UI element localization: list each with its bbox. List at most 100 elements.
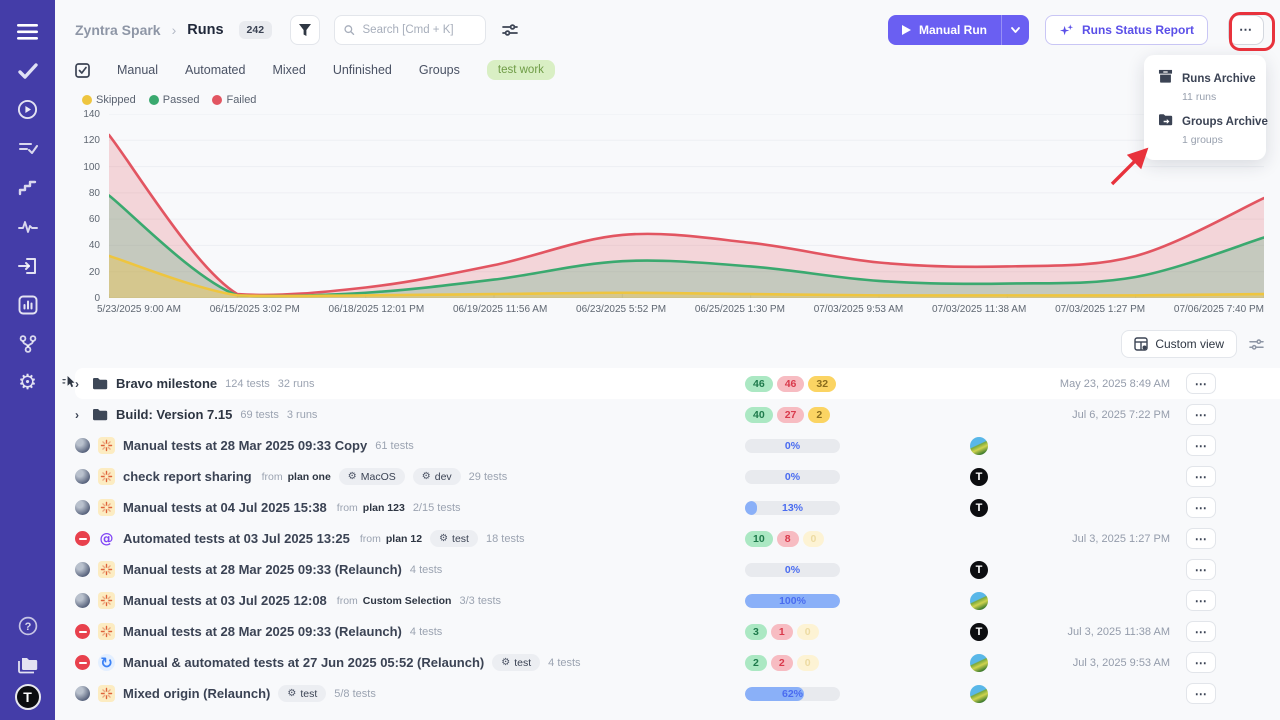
runs-icon[interactable] [8, 90, 48, 129]
progress-bar: 100% [745, 593, 840, 608]
pin-cursor-icon [62, 375, 75, 394]
steps-icon[interactable] [8, 168, 48, 207]
assignee-avatar[interactable] [970, 653, 988, 672]
row-menu-button[interactable]: ⋯ [1186, 590, 1216, 611]
menu-icon[interactable] [8, 12, 48, 51]
table-row[interactable]: Mixed origin (Relaunch) ⚙ test 5/8 tests 62%… [75, 678, 1264, 709]
menu-cell: ⋯ [1182, 528, 1216, 549]
tag-test[interactable]: ⚙ test [278, 685, 327, 702]
table-row[interactable]: › Build: Version 7.15 69 tests 3 runs 40 27 2 J… [75, 399, 1264, 430]
analytics-icon[interactable] [8, 285, 48, 324]
manual-run-button[interactable]: Manual Run [887, 15, 1029, 45]
expand-chevron-icon[interactable]: › [75, 407, 79, 422]
tag-macos[interactable]: ⚙ MacOS [338, 468, 405, 485]
y-tick-label: 80 [88, 187, 100, 199]
search-input[interactable] [360, 23, 477, 37]
expand-chevron-icon[interactable]: › [75, 376, 79, 391]
manual-run-dropdown-button[interactable] [1000, 15, 1029, 45]
table-row[interactable]: › Bravo milestone 124 tests 32 runs 46 46 32 Ma… [62, 368, 1280, 399]
view-settings-icon[interactable] [1249, 338, 1264, 351]
test-cases-icon[interactable] [8, 129, 48, 168]
tag-test[interactable]: ⚙ test [492, 654, 541, 671]
tab-manual[interactable]: Manual [117, 63, 158, 77]
runs-status-report-label: Runs Status Report [1081, 23, 1194, 37]
table-row[interactable]: Manual tests at 28 Mar 2025 09:33 (Relau… [75, 554, 1264, 585]
row-menu-button[interactable]: ⋯ [1186, 683, 1216, 704]
run-title: Automated tests at 03 Jul 2025 13:25 [123, 531, 350, 546]
tab-unfinished[interactable]: Unfinished [332, 63, 392, 77]
assignee-avatar[interactable] [970, 591, 988, 610]
runs-status-report-button[interactable]: Runs Status Report [1044, 15, 1208, 45]
table-row[interactable]: check report sharing from plan one ⚙ MacOS ⚙ d… [75, 461, 1264, 492]
filter-button[interactable] [290, 15, 321, 45]
tab-automated[interactable]: Automated [185, 63, 246, 77]
manual-run-label: Manual Run [918, 23, 987, 37]
y-tick-label: 60 [88, 214, 100, 226]
folder-icon [92, 408, 108, 421]
menu-cell: ⋯ [1182, 435, 1216, 456]
manual-run-icon [98, 623, 115, 640]
assignee-avatar[interactable]: T [970, 467, 988, 486]
table-row[interactable]: Manual tests at 03 Jul 2025 12:08 from Cus… [75, 585, 1264, 616]
run-date: Jul 3, 2025 11:38 AM [1067, 625, 1170, 638]
search-box[interactable] [334, 15, 487, 45]
more-actions-button[interactable]: ⋯ [1228, 15, 1264, 45]
table-row[interactable]: Manual tests at 28 Mar 2025 09:33 (Relau… [75, 616, 1264, 647]
dropdown-item-runs-archive[interactable]: Runs Archive 11 runs [1148, 64, 1262, 108]
adjustments-icon[interactable] [502, 23, 518, 37]
breadcrumb-project[interactable]: Zyntra Spark [75, 22, 161, 38]
row-menu-button[interactable]: ⋯ [1186, 497, 1216, 518]
select-runs-icon[interactable] [75, 62, 90, 78]
meta-text: 5/8 tests [334, 687, 376, 700]
assignee-avatar[interactable]: T [970, 622, 988, 641]
tag-test[interactable]: ⚙ test [430, 530, 478, 547]
projects-icon[interactable] [8, 645, 48, 684]
skipped-badge: 0 [796, 623, 819, 640]
pending-status-icon [75, 686, 90, 701]
row-menu-button[interactable]: ⋯ [1186, 466, 1216, 487]
row-menu-button[interactable]: ⋯ [1186, 559, 1216, 580]
from-plan-name: plan 123 [362, 501, 405, 514]
x-tick-label: 06/25/2025 1:30 PM [694, 304, 785, 315]
assignee-avatar[interactable]: T [970, 498, 988, 517]
legend-item-passed: Passed [148, 94, 199, 106]
dropdown-item-sublabel: 1 groups [1182, 134, 1223, 146]
table-view-icon [1134, 337, 1149, 351]
custom-view-button[interactable]: Custom view [1121, 330, 1237, 358]
row-menu-button[interactable]: ⋯ [1186, 652, 1216, 673]
x-tick-label: 06/23/2025 5:52 PM [576, 304, 667, 315]
runs-table: › Bravo milestone 124 tests 32 runs 46 46 32 Ma… [55, 368, 1280, 709]
tag-filter-badge[interactable]: test work [486, 60, 555, 80]
assignee-avatar[interactable] [970, 436, 988, 455]
progress-label: 13% [781, 501, 803, 514]
pulse-icon[interactable] [8, 207, 48, 246]
row-menu-button[interactable]: ⋯ [1186, 621, 1216, 642]
table-row[interactable]: Manual tests at 28 Mar 2025 09:33 Copy 61… [75, 430, 1264, 461]
assignee-avatar[interactable]: T [970, 560, 988, 579]
dropdown-item-groups-archive[interactable]: Groups Archive 1 groups [1148, 108, 1268, 151]
assignee-avatar[interactable] [970, 684, 988, 703]
manual-run-icon [98, 561, 115, 578]
row-menu-button[interactable]: ⋯ [1186, 435, 1216, 456]
help-icon[interactable]: ? [8, 606, 48, 645]
row-menu-button[interactable]: ⋯ [1186, 373, 1216, 394]
tag-label: test [514, 656, 532, 669]
table-row[interactable]: @ Automated tests at 03 Jul 2025 13:25 fro… [75, 523, 1264, 554]
settings-icon[interactable]: ⚙ [18, 370, 37, 394]
import-icon[interactable] [8, 246, 48, 285]
gear-icon: ⚙ [347, 471, 357, 482]
tab-groups[interactable]: Groups [418, 63, 460, 77]
meta-text: 3 runs [286, 408, 318, 421]
user-avatar[interactable]: T [14, 684, 41, 710]
table-row[interactable]: Manual tests at 04 Jul 2025 15:38 from pla… [75, 492, 1264, 523]
row-menu-button[interactable]: ⋯ [1186, 528, 1216, 549]
tab-mixed[interactable]: Mixed [272, 63, 306, 77]
branch-icon[interactable] [8, 324, 48, 363]
row-menu-button[interactable]: ⋯ [1186, 404, 1216, 425]
runs-count-badge: 242 [238, 21, 273, 39]
avatar-cell: T [961, 560, 997, 579]
tag-dev[interactable]: ⚙ dev [412, 468, 461, 485]
table-row[interactable]: ↻ Manual & automated tests at 27 Jun 2025… [75, 647, 1264, 678]
check-icon[interactable] [8, 51, 48, 90]
